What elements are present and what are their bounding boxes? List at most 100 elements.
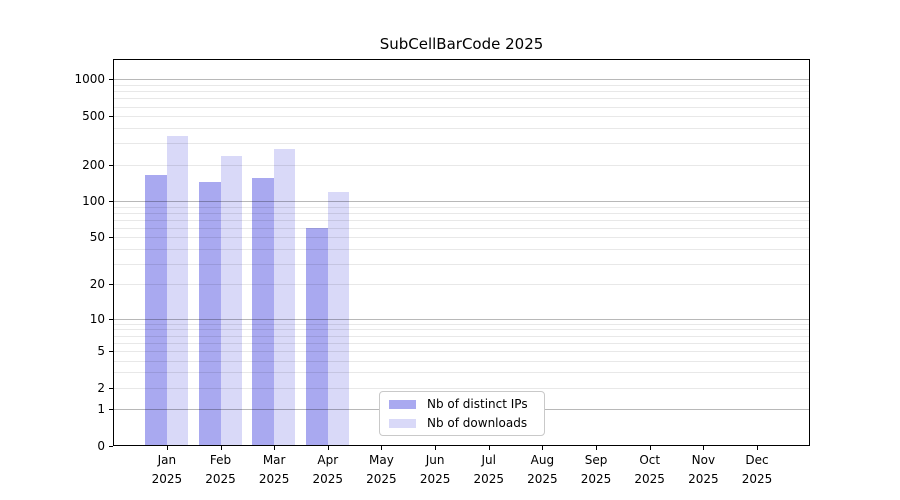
minor-gridline: [113, 284, 810, 286]
x-tick: [327, 446, 329, 450]
x-tick-label-month: Oct: [639, 453, 661, 467]
x-tick: [166, 446, 168, 450]
major-gridline: [113, 318, 810, 320]
bar-distinct-ips: [305, 227, 328, 446]
bar-downloads: [327, 191, 349, 446]
x-tick: [274, 446, 276, 450]
bar-distinct-ips: [198, 182, 221, 446]
x-tick-label: Oct 2025: [610, 451, 690, 489]
major-gridline: [113, 201, 810, 203]
x-tick-label-year: 2025: [688, 472, 719, 486]
minor-gridline: [113, 91, 810, 93]
x-tick-label-year: 2025: [419, 472, 451, 486]
y-tick-label: 500: [82, 109, 105, 124]
y-tick-label: 0: [97, 439, 105, 453]
y-tick: [109, 409, 113, 411]
x-tick-label: Mar 2025: [234, 451, 314, 489]
x-tick-label-month: Jul: [481, 453, 496, 467]
x-tick: [542, 446, 544, 450]
x-tick-label: Jan 2025: [127, 451, 207, 489]
minor-gridline: [113, 263, 810, 265]
x-tick-label-year: 2025: [151, 472, 183, 486]
x-tick-label-month: Aug: [530, 453, 555, 467]
major-gridline: [113, 79, 810, 81]
y-tick-label: 2: [97, 380, 105, 395]
legend-label-distinct-ips: Nb of distinct IPs: [427, 397, 528, 411]
bar-distinct-ips: [144, 175, 167, 446]
legend-label-downloads: Nb of downloads: [427, 416, 528, 430]
bottom-spine: [113, 445, 810, 446]
x-tick-label: Feb 2025: [181, 451, 261, 489]
minor-gridline: [113, 237, 810, 239]
x-tick-label-month: Feb: [209, 453, 232, 467]
x-tick: [435, 446, 437, 450]
x-tick-label-month: Sep: [584, 453, 608, 467]
y-tick-label: 100: [82, 194, 105, 209]
x-tick-label-year: 2025: [527, 472, 558, 486]
right-spine: [809, 59, 810, 446]
y-tick: [109, 164, 113, 166]
y-tick: [109, 318, 113, 320]
x-tick-label: Nov 2025: [663, 451, 743, 489]
x-tick-label: Dec 2025: [717, 451, 797, 489]
x-tick-label-year: 2025: [580, 472, 612, 486]
legend-swatch-distinct-ips: [389, 399, 416, 409]
x-tick-label-year: 2025: [634, 472, 665, 486]
x-tick-label-month: Apr: [317, 453, 339, 467]
x-tick: [649, 446, 651, 450]
bar-downloads: [274, 149, 296, 446]
x-tick-label-year: 2025: [741, 472, 773, 486]
x-tick-label-year: 2025: [258, 472, 290, 486]
minor-gridline: [113, 335, 810, 337]
left-spine: [113, 59, 114, 446]
y-tick: [109, 446, 113, 447]
x-tick-label-month: Mar: [262, 453, 286, 467]
x-tick: [596, 446, 598, 450]
minor-gridline: [113, 248, 810, 250]
y-tick: [109, 237, 113, 239]
minor-gridline: [113, 164, 810, 166]
x-tick: [488, 446, 490, 450]
legend-swatch-downloads: [389, 418, 416, 428]
chart-title: SubCellBarCode 2025: [379, 35, 544, 53]
x-tick: [703, 446, 705, 450]
minor-gridline: [113, 342, 810, 344]
x-tick-label: Jun 2025: [395, 451, 475, 489]
x-tick: [757, 446, 758, 450]
y-tick-label: 10: [89, 311, 105, 326]
minor-gridline: [113, 360, 810, 362]
x-tick-label-month: Nov: [691, 453, 716, 467]
y-tick: [109, 387, 113, 389]
bar-downloads: [166, 136, 188, 446]
minor-gridline: [113, 350, 810, 352]
x-tick-label-month: Jan: [157, 453, 177, 467]
y-tick-label: 200: [82, 157, 105, 172]
legend-item-distinct-ips: Nb of distinct IPs: [389, 397, 535, 411]
x-tick-label-year: 2025: [205, 472, 236, 486]
y-tick: [109, 284, 113, 286]
x-tick-label: Sep 2025: [556, 451, 636, 489]
minor-gridline: [113, 219, 810, 221]
y-tick: [109, 350, 113, 352]
minor-gridline: [113, 206, 810, 208]
y-tick: [109, 201, 113, 203]
x-tick-label-year: 2025: [312, 472, 344, 486]
minor-gridline: [113, 227, 810, 229]
bar-distinct-ips: [252, 178, 275, 446]
y-tick-label: 20: [89, 277, 105, 292]
legend: Nb of distinct IPs Nb of downloads: [379, 391, 545, 436]
minor-gridline: [113, 372, 810, 374]
x-tick: [220, 446, 222, 450]
x-tick-label: Aug 2025: [502, 451, 582, 489]
legend-item-downloads: Nb of downloads: [389, 416, 535, 430]
x-tick-label: May 2025: [341, 451, 421, 489]
minor-gridline: [113, 387, 810, 389]
y-tick-label: 50: [89, 230, 105, 245]
y-tick: [109, 116, 113, 118]
plot-area: Nb of distinct IPs Nb of downloads: [113, 59, 810, 446]
y-tick-label: 1: [97, 402, 105, 417]
y-tick-label: 1000: [74, 72, 105, 87]
minor-gridline: [113, 212, 810, 214]
minor-gridline: [113, 85, 810, 87]
